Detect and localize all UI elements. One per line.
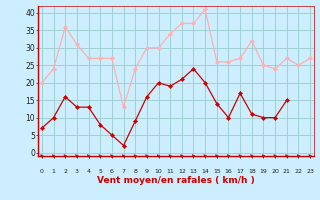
X-axis label: Vent moyen/en rafales ( km/h ): Vent moyen/en rafales ( km/h ) bbox=[97, 176, 255, 185]
